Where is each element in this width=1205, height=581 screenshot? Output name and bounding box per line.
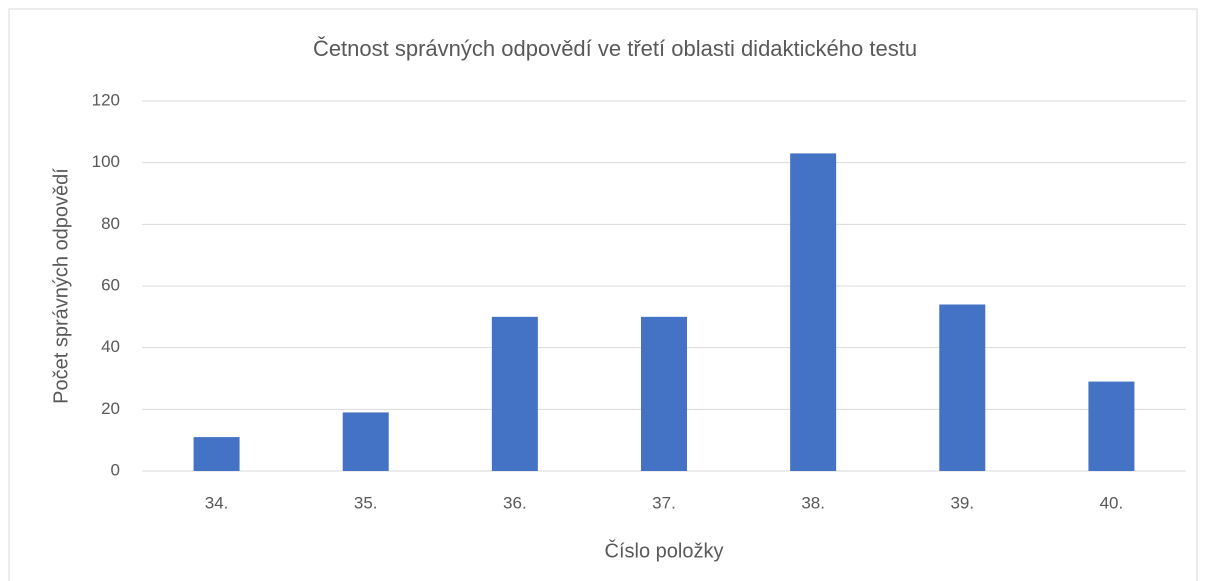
- chart-border: [8, 8, 1198, 581]
- x-tick-label: 34.: [205, 493, 229, 512]
- bar: [790, 153, 837, 471]
- y-tick-label: 100: [92, 152, 120, 171]
- x-axis-label: Číslo položky: [605, 539, 724, 562]
- y-tick-label: 20: [101, 399, 120, 418]
- bar: [641, 316, 687, 471]
- y-tick-label: 120: [92, 90, 120, 109]
- bar: [939, 304, 986, 471]
- x-tick-label: 36.: [503, 493, 527, 512]
- x-tick-label: 40.: [1100, 493, 1124, 512]
- y-tick-label: 0: [111, 460, 120, 479]
- x-tick-label: 37.: [652, 493, 676, 512]
- y-axis-label: Počet správných odpovědí: [50, 168, 72, 404]
- bar: [491, 316, 538, 471]
- chart-title: Četnost správných odpovědí ve třetí obla…: [313, 36, 917, 61]
- y-tick-label: 80: [101, 214, 120, 233]
- x-tick-label: 35.: [354, 493, 378, 512]
- y-tick-label: 40: [101, 337, 120, 356]
- bar: [193, 437, 240, 471]
- x-tick-label: 38.: [801, 493, 825, 512]
- bar: [342, 412, 389, 471]
- bar: [1088, 381, 1135, 471]
- x-tick-label: 39.: [950, 493, 974, 512]
- y-tick-label: 60: [101, 275, 120, 294]
